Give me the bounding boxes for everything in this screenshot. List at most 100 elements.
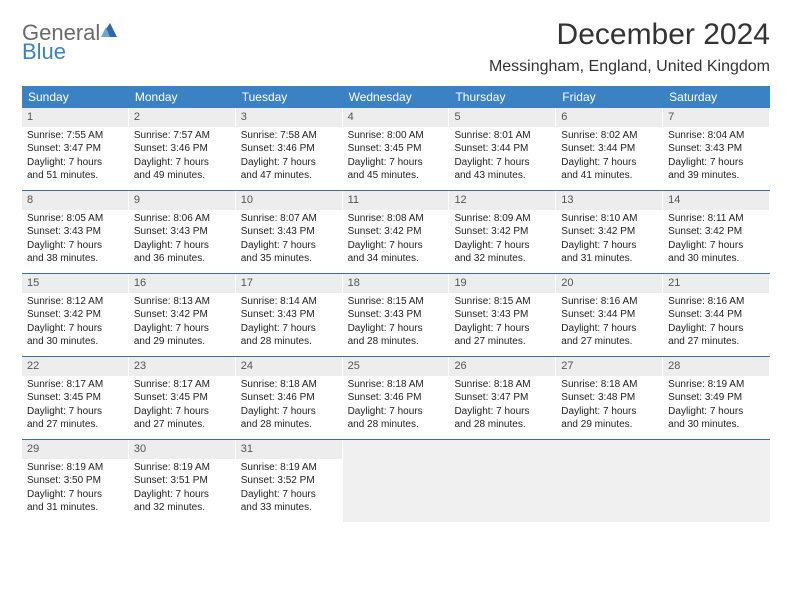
daylight-text: and 43 minutes.	[454, 169, 550, 183]
daylight-text: Daylight: 7 hours	[241, 488, 337, 502]
day-cell-empty	[663, 440, 770, 522]
sunrise-text: Sunrise: 8:17 AM	[134, 378, 230, 392]
location-text: Messingham, England, United Kingdom	[489, 58, 770, 76]
daylight-text: and 35 minutes.	[241, 252, 337, 266]
sunrise-text: Sunrise: 8:12 AM	[27, 295, 123, 309]
sunset-text: Sunset: 3:45 PM	[348, 142, 444, 156]
sunrise-text: Sunrise: 8:19 AM	[668, 378, 764, 392]
day-number: 27	[561, 360, 573, 372]
sunset-text: Sunset: 3:45 PM	[134, 391, 230, 405]
logo-text-blue: Blue	[22, 39, 66, 64]
sunset-text: Sunset: 3:43 PM	[241, 308, 337, 322]
sunrise-text: Sunrise: 8:16 AM	[561, 295, 657, 309]
day-number-bar: 27	[556, 357, 662, 376]
weekday-header: Wednesday	[343, 86, 450, 108]
day-number-bar: 2	[129, 108, 235, 127]
sunrise-text: Sunrise: 8:19 AM	[27, 461, 123, 475]
daylight-text: Daylight: 7 hours	[668, 405, 764, 419]
sunset-text: Sunset: 3:46 PM	[134, 142, 230, 156]
daylight-text: Daylight: 7 hours	[561, 156, 657, 170]
day-number: 2	[134, 111, 140, 123]
daylight-text: Daylight: 7 hours	[134, 239, 230, 253]
daylight-text: and 30 minutes.	[668, 252, 764, 266]
day-cell: 18Sunrise: 8:15 AMSunset: 3:43 PMDayligh…	[343, 274, 450, 356]
sunrise-text: Sunrise: 7:55 AM	[27, 129, 123, 143]
daylight-text: Daylight: 7 hours	[27, 488, 123, 502]
sunrise-text: Sunrise: 8:06 AM	[134, 212, 230, 226]
weeks-container: 1Sunrise: 7:55 AMSunset: 3:47 PMDaylight…	[22, 108, 770, 522]
day-number: 11	[348, 194, 359, 206]
day-number: 29	[27, 443, 39, 455]
header: General Blue December 2024 Messingham, E…	[22, 18, 770, 76]
day-cell: 25Sunrise: 8:18 AMSunset: 3:46 PMDayligh…	[343, 357, 450, 439]
daylight-text: Daylight: 7 hours	[668, 156, 764, 170]
day-cell: 5Sunrise: 8:01 AMSunset: 3:44 PMDaylight…	[449, 108, 556, 190]
day-cell: 8Sunrise: 8:05 AMSunset: 3:43 PMDaylight…	[22, 191, 129, 273]
daylight-text: Daylight: 7 hours	[27, 239, 123, 253]
daylight-text: and 30 minutes.	[27, 335, 123, 349]
day-number-bar: 12	[449, 191, 555, 210]
sunrise-text: Sunrise: 8:07 AM	[241, 212, 337, 226]
day-number-bar: 4	[343, 108, 449, 127]
day-number: 5	[454, 111, 460, 123]
day-number: 9	[134, 194, 140, 206]
daylight-text: Daylight: 7 hours	[134, 405, 230, 419]
day-cell: 27Sunrise: 8:18 AMSunset: 3:48 PMDayligh…	[556, 357, 663, 439]
day-cell: 6Sunrise: 8:02 AMSunset: 3:44 PMDaylight…	[556, 108, 663, 190]
daylight-text: and 29 minutes.	[561, 418, 657, 432]
sunrise-text: Sunrise: 8:15 AM	[348, 295, 444, 309]
daylight-text: Daylight: 7 hours	[668, 322, 764, 336]
day-cell: 19Sunrise: 8:15 AMSunset: 3:43 PMDayligh…	[449, 274, 556, 356]
daylight-text: and 51 minutes.	[27, 169, 123, 183]
day-cell: 3Sunrise: 7:58 AMSunset: 3:46 PMDaylight…	[236, 108, 343, 190]
daylight-text: and 49 minutes.	[134, 169, 230, 183]
day-cell: 11Sunrise: 8:08 AMSunset: 3:42 PMDayligh…	[343, 191, 450, 273]
day-number-bar: 10	[236, 191, 342, 210]
daylight-text: and 28 minutes.	[241, 418, 337, 432]
sunrise-text: Sunrise: 7:57 AM	[134, 129, 230, 143]
daylight-text: Daylight: 7 hours	[241, 322, 337, 336]
day-number: 1	[27, 111, 33, 123]
week-row: 29Sunrise: 8:19 AMSunset: 3:50 PMDayligh…	[22, 440, 770, 522]
daylight-text: and 28 minutes.	[348, 335, 444, 349]
daylight-text: and 47 minutes.	[241, 169, 337, 183]
sunset-text: Sunset: 3:44 PM	[668, 308, 764, 322]
day-cell: 29Sunrise: 8:19 AMSunset: 3:50 PMDayligh…	[22, 440, 129, 522]
day-number: 20	[561, 277, 573, 289]
daylight-text: and 45 minutes.	[348, 169, 444, 183]
day-cell: 2Sunrise: 7:57 AMSunset: 3:46 PMDaylight…	[129, 108, 236, 190]
day-cell: 28Sunrise: 8:19 AMSunset: 3:49 PMDayligh…	[663, 357, 770, 439]
daylight-text: and 31 minutes.	[561, 252, 657, 266]
daylight-text: Daylight: 7 hours	[241, 405, 337, 419]
daylight-text: Daylight: 7 hours	[454, 322, 550, 336]
day-cell: 4Sunrise: 8:00 AMSunset: 3:45 PMDaylight…	[343, 108, 450, 190]
day-number-bar: 8	[22, 191, 128, 210]
day-number-bar: 13	[556, 191, 662, 210]
day-cell: 23Sunrise: 8:17 AMSunset: 3:45 PMDayligh…	[129, 357, 236, 439]
daylight-text: and 27 minutes.	[454, 335, 550, 349]
day-number: 21	[668, 277, 680, 289]
sunset-text: Sunset: 3:52 PM	[241, 474, 337, 488]
brand-logo: General Blue	[22, 18, 118, 64]
day-number-bar: 19	[449, 274, 555, 293]
day-cell: 26Sunrise: 8:18 AMSunset: 3:47 PMDayligh…	[449, 357, 556, 439]
daylight-text: Daylight: 7 hours	[454, 405, 550, 419]
weekday-header-row: Sunday Monday Tuesday Wednesday Thursday…	[22, 86, 770, 108]
day-number-bar: 16	[129, 274, 235, 293]
daylight-text: Daylight: 7 hours	[134, 322, 230, 336]
day-number: 7	[668, 111, 674, 123]
daylight-text: Daylight: 7 hours	[241, 156, 337, 170]
day-number: 13	[561, 194, 573, 206]
day-number: 6	[561, 111, 567, 123]
daylight-text: and 27 minutes.	[561, 335, 657, 349]
daylight-text: Daylight: 7 hours	[27, 322, 123, 336]
daylight-text: and 39 minutes.	[668, 169, 764, 183]
sunrise-text: Sunrise: 8:16 AM	[668, 295, 764, 309]
sunrise-text: Sunrise: 8:19 AM	[134, 461, 230, 475]
daylight-text: and 27 minutes.	[27, 418, 123, 432]
day-cell: 7Sunrise: 8:04 AMSunset: 3:43 PMDaylight…	[663, 108, 770, 190]
day-cell: 20Sunrise: 8:16 AMSunset: 3:44 PMDayligh…	[556, 274, 663, 356]
day-number: 12	[454, 194, 466, 206]
day-number-bar: 1	[22, 108, 128, 127]
sunrise-text: Sunrise: 8:18 AM	[561, 378, 657, 392]
